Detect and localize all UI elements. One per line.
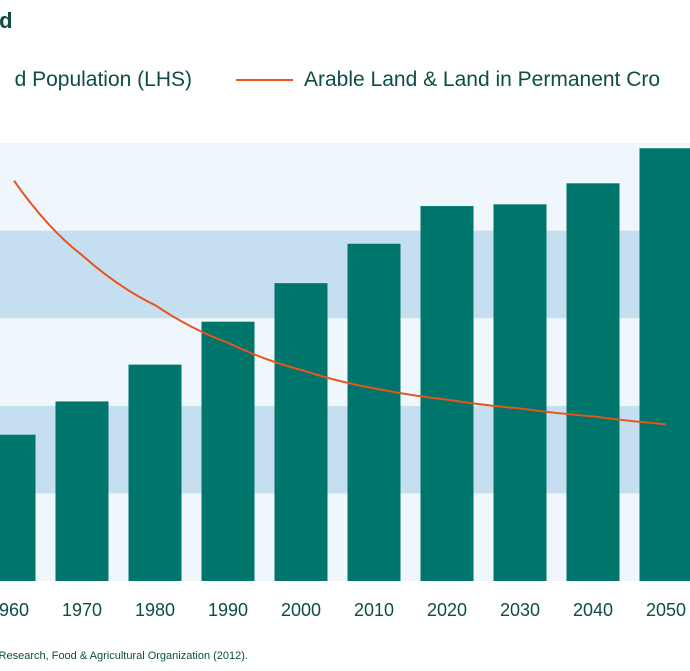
x-tick-label: 2050: [646, 600, 686, 620]
bar-2010: [347, 243, 401, 582]
x-tick-label: 2040: [573, 600, 613, 620]
legend-line: Arable Land & Land in Permanent Cro: [236, 68, 660, 92]
chart-title: Land: [0, 8, 13, 33]
bar-1980: [128, 364, 182, 581]
line-arable-land: [13, 180, 667, 426]
x-tick-label: 1970: [62, 600, 102, 620]
legend-line-label: Arable Land & Land in Permanent Cro: [304, 68, 661, 91]
bar-1960: [0, 434, 36, 581]
legend-bar: d Population (LHS): [14, 68, 192, 91]
source-note: Research, Food & Agricultural Organizati…: [0, 650, 248, 662]
x-tick-label: 2030: [500, 600, 540, 620]
bar-2000: [274, 283, 328, 581]
bar-2030: [493, 204, 547, 581]
x-tick-label: 2010: [354, 600, 394, 620]
x-tick-label: 1980: [135, 600, 175, 620]
bar-2020: [420, 206, 474, 581]
bar-2050: [639, 148, 690, 582]
x-tick-label: 1960: [0, 600, 29, 620]
x-tick-label: 2000: [281, 600, 321, 620]
bar-1970: [55, 401, 109, 581]
bar-1990: [201, 321, 255, 581]
x-tick-label: 2020: [427, 600, 467, 620]
bar-2040: [566, 183, 620, 581]
x-tick-label: 1990: [208, 600, 248, 620]
legend-line-swatch: [236, 79, 293, 81]
